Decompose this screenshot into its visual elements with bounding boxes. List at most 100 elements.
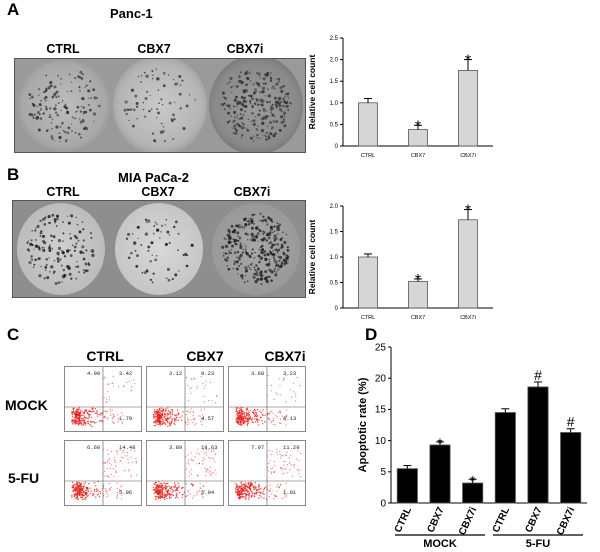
colony-dot xyxy=(271,252,275,256)
colony-dot xyxy=(222,254,225,257)
colony-dot xyxy=(134,94,138,98)
event-dot xyxy=(239,419,241,421)
colony-dot xyxy=(261,90,265,94)
event-dot xyxy=(178,413,180,415)
colony-dot xyxy=(62,130,65,132)
colony-dot xyxy=(85,84,88,87)
colony-dot xyxy=(82,252,85,254)
event-dot xyxy=(276,393,278,395)
event-dot xyxy=(162,420,164,423)
colony-dot xyxy=(272,250,275,252)
colony-dot xyxy=(229,107,231,110)
event-dot xyxy=(272,417,275,420)
event-dot xyxy=(285,375,287,377)
colony-dot xyxy=(49,244,51,247)
event-dot xyxy=(90,416,93,418)
colony-dot xyxy=(50,265,54,269)
colony-dot xyxy=(51,137,54,140)
event-dot xyxy=(299,476,302,478)
y-tick-label: 20 xyxy=(375,374,387,385)
event-dot xyxy=(95,412,98,415)
colony-dot xyxy=(278,223,282,226)
event-dot xyxy=(211,473,213,475)
event-dot xyxy=(202,414,204,416)
event-dot xyxy=(159,419,162,421)
event-dot xyxy=(202,485,204,488)
colony-dot xyxy=(263,134,266,137)
colony-dot xyxy=(267,253,270,256)
colony-dot xyxy=(159,130,161,132)
event-dot xyxy=(275,495,277,497)
event-dot xyxy=(130,456,132,459)
event-dot xyxy=(169,421,171,424)
event-dot xyxy=(109,408,112,410)
colony-dot xyxy=(167,74,170,76)
colony-dot xyxy=(171,277,174,281)
colony-dot xyxy=(243,244,245,246)
colony-dot xyxy=(252,275,256,279)
colony-dot xyxy=(90,248,95,253)
event-dot xyxy=(196,463,198,465)
event-dot xyxy=(271,450,273,452)
colony-dot xyxy=(33,248,35,250)
colony-dot xyxy=(38,103,42,107)
event-dot xyxy=(177,497,179,499)
event-dot xyxy=(286,452,288,454)
event-dot xyxy=(203,401,206,403)
colony-dot xyxy=(223,102,226,105)
colony-dot xyxy=(270,128,273,130)
event-dot xyxy=(249,416,252,418)
x-tick-label: CBX7 xyxy=(425,505,446,534)
event-dot xyxy=(236,407,238,409)
colony-dot xyxy=(47,214,51,219)
colony-dot xyxy=(254,257,256,259)
event-dot xyxy=(204,467,206,470)
colony-dot xyxy=(79,136,83,139)
colony-dot xyxy=(31,114,34,117)
event-dot xyxy=(181,494,184,496)
event-dot xyxy=(203,452,205,454)
event-dot xyxy=(107,449,109,451)
colony-dot xyxy=(90,236,93,239)
event-dot xyxy=(296,376,299,379)
colony-dot xyxy=(173,118,176,121)
colony-dot xyxy=(241,122,243,124)
event-dot xyxy=(106,491,108,493)
colony-dot xyxy=(49,84,53,88)
event-dot xyxy=(96,411,98,413)
event-dot xyxy=(208,448,210,451)
event-dot xyxy=(190,419,192,421)
colony-dot xyxy=(259,277,263,281)
event-dot xyxy=(243,484,246,487)
colony-dot xyxy=(58,132,61,134)
colony-dot xyxy=(89,80,92,83)
event-dot xyxy=(127,462,129,464)
x-tick-label: CBX7 xyxy=(523,505,544,534)
event-dot xyxy=(238,417,241,420)
colony-dot xyxy=(251,104,254,107)
event-dot xyxy=(106,411,108,413)
colony-dot xyxy=(244,223,248,227)
colony-dot xyxy=(253,272,256,276)
panel-a-col-ctrl: CTRL xyxy=(46,42,80,56)
colony-dot xyxy=(241,225,244,228)
colony-dot xyxy=(154,221,157,224)
y-tick-label: 10 xyxy=(375,436,387,447)
event-dot xyxy=(112,382,114,384)
event-dot xyxy=(131,386,133,388)
event-dot xyxy=(203,490,206,492)
colony-dot xyxy=(63,273,67,278)
event-dot xyxy=(175,487,178,489)
event-dot xyxy=(153,409,155,411)
colony-dot xyxy=(150,241,154,245)
colony-dot xyxy=(222,91,225,95)
colony-dot xyxy=(260,103,264,107)
event-dot xyxy=(161,497,164,499)
event-dot xyxy=(167,425,169,427)
colony-dot xyxy=(164,224,166,226)
colony-dot xyxy=(283,252,286,256)
event-dot xyxy=(243,488,246,490)
colony-dot xyxy=(267,115,270,118)
event-dot xyxy=(187,417,189,419)
event-dot xyxy=(256,493,258,495)
